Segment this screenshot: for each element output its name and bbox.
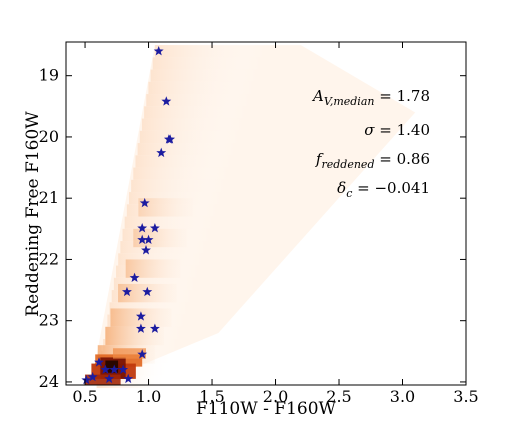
star-markers: [81, 45, 176, 385]
star-marker: [104, 373, 115, 384]
star-marker: [94, 357, 104, 367]
density-strip: [135, 155, 234, 168]
y-tick-label: 23: [39, 311, 59, 330]
density-strip: [144, 106, 249, 119]
density-strip: [154, 45, 267, 58]
statistics-annotations: AV,median = 1.78 σ = 1.40 freddened = 0.86…: [311, 87, 430, 200]
y-tick-label: 24: [39, 372, 59, 391]
x-tick-label: 3.0: [390, 387, 415, 406]
density-core-strip: [125, 259, 181, 278]
star-marker: [137, 234, 148, 245]
star-marker: [100, 364, 111, 374]
star-marker: [135, 323, 146, 333]
density-core: [112, 348, 146, 359]
density-strip: [131, 179, 227, 193]
x-tick-label: 1.0: [136, 387, 161, 406]
star-marker: [135, 311, 146, 321]
x-axis-label: F110W - F160W: [196, 399, 337, 419]
x-tick-label: 2.5: [326, 387, 351, 406]
x-tick-label: 2.0: [263, 387, 288, 406]
y-axis-label: Reddening Free F160W: [23, 111, 43, 317]
density-strip: [152, 57, 263, 70]
star-marker: [142, 286, 153, 297]
x-tick-label: 1.5: [199, 387, 224, 406]
y-tick-label: 22: [39, 249, 59, 268]
density-core-strip: [138, 198, 193, 217]
y-tick-label: 21: [39, 188, 59, 207]
star-marker: [149, 223, 160, 233]
plot-frame: [65, 41, 467, 386]
density-strip: [137, 143, 238, 156]
y-tick-label: 20: [39, 127, 59, 146]
density-strip: [133, 167, 230, 180]
density-strip: [139, 130, 241, 144]
star-marker: [137, 349, 148, 359]
density-strip: [146, 94, 252, 107]
density-strip: [148, 81, 256, 95]
star-marker: [137, 223, 148, 233]
star-marker: [143, 234, 154, 245]
x-tick-label: 0.5: [72, 387, 97, 406]
star-marker: [122, 286, 132, 297]
star-marker: [156, 147, 167, 158]
star-marker: [165, 134, 176, 144]
density-strip: [150, 69, 260, 82]
star-marker: [141, 245, 151, 255]
density-core-strip: [105, 326, 164, 346]
star-marker: [161, 96, 172, 106]
axis-ticks: 0.5 1.0 1.5 2.0 2.5 3.0 3.5 19 20 21 22 23 24: [39, 42, 479, 406]
star-marker: [123, 373, 134, 384]
x-tick-label: 3.5: [453, 387, 478, 406]
star-marker: [87, 371, 98, 382]
y-tick-label: 19: [39, 66, 59, 85]
star-marker: [109, 364, 120, 374]
density-core: [85, 374, 121, 385]
annotation-1: AV,median = 1.78: [311, 87, 430, 108]
star-marker: [81, 374, 92, 385]
star-marker: [118, 364, 129, 374]
density-map: [85, 45, 416, 389]
annotation-4: δc = −0.041: [337, 179, 430, 200]
star-marker: [139, 197, 150, 208]
star-marker: [153, 45, 164, 56]
annotation-2: σ = 1.40: [364, 121, 430, 139]
annotation-3: freddened = 0.86: [315, 150, 430, 171]
density-strip: [124, 216, 216, 229]
star-marker: [149, 323, 160, 333]
density-strip: [141, 118, 245, 131]
star-marker: [129, 272, 140, 283]
